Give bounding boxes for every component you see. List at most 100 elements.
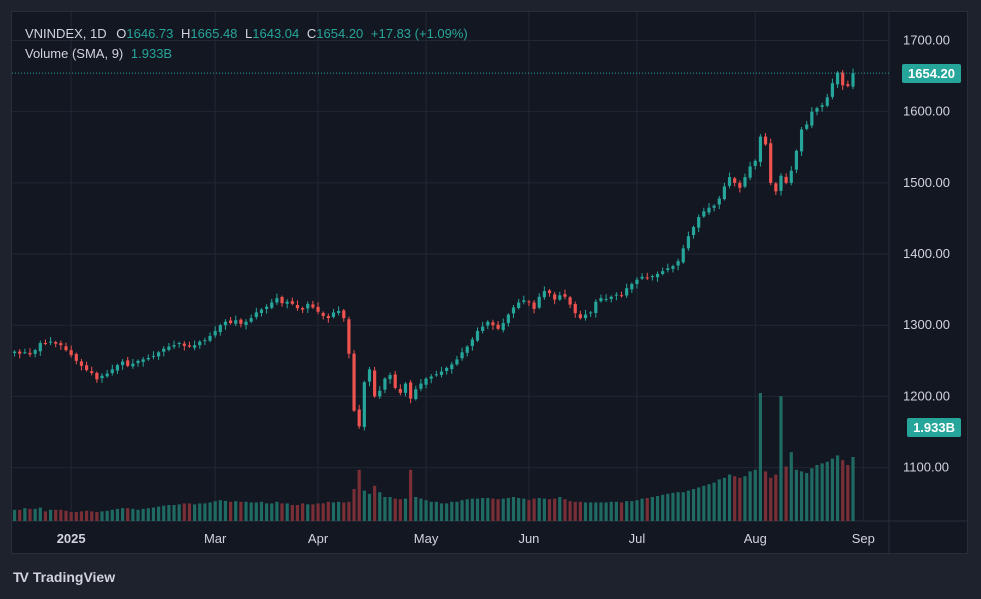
candle-body xyxy=(635,279,639,284)
candle-body xyxy=(393,374,397,388)
volume-bar xyxy=(455,501,459,521)
volume-bar xyxy=(594,502,598,521)
candle-body xyxy=(589,312,593,314)
volume-bar xyxy=(95,512,99,521)
candle-body xyxy=(568,297,572,305)
candle-body xyxy=(74,353,78,361)
volume-bar xyxy=(126,508,130,521)
low-label: L xyxy=(245,26,253,41)
candle-body xyxy=(383,378,387,390)
low-value: 1643.04 xyxy=(252,26,300,41)
candle-body xyxy=(779,175,783,191)
candle-body xyxy=(362,382,366,427)
volume-bar xyxy=(90,511,94,521)
volume-bar xyxy=(265,503,269,521)
volume-bar xyxy=(100,511,104,521)
candle-body xyxy=(661,271,665,274)
volume-bar xyxy=(409,469,413,521)
candle-body xyxy=(337,310,341,313)
volume-bar xyxy=(650,497,654,521)
volume-bar xyxy=(48,509,53,521)
candle-body xyxy=(470,339,474,347)
volume-bar xyxy=(815,465,819,521)
volume-bar xyxy=(465,499,469,521)
candle-body xyxy=(738,182,742,188)
volume-bar xyxy=(470,498,474,521)
volume-bar xyxy=(172,505,176,521)
candle-body xyxy=(578,314,582,319)
volume-bar xyxy=(841,460,845,521)
volume-bar xyxy=(825,461,829,521)
symbol-label[interactable]: VNINDEX, 1D xyxy=(25,26,107,41)
candle-body xyxy=(655,273,660,278)
volume-bar xyxy=(733,476,737,521)
candle-body xyxy=(270,302,274,308)
candle-body xyxy=(810,111,814,126)
candle-body xyxy=(645,277,649,279)
volume-bar xyxy=(357,469,361,521)
candle-body xyxy=(84,365,89,371)
volume-bar xyxy=(43,511,48,521)
candle-body xyxy=(805,124,809,129)
candle-body xyxy=(753,160,757,166)
candle-body xyxy=(259,309,264,313)
candle-body xyxy=(686,236,690,249)
candle-body xyxy=(815,108,819,112)
volume-bar xyxy=(691,489,696,521)
volume-bar xyxy=(311,504,315,521)
volume-bar xyxy=(681,492,685,521)
candle-body xyxy=(707,207,711,213)
volume-bar xyxy=(763,471,768,521)
volume-bar xyxy=(835,455,840,521)
candle-body xyxy=(733,178,737,183)
volume-bar xyxy=(527,500,531,521)
candle-body xyxy=(553,294,557,300)
volume-bar xyxy=(59,509,63,521)
volume-bar xyxy=(635,500,639,521)
time-tick-label: Mar xyxy=(204,531,227,546)
volume-bar xyxy=(501,498,505,521)
volume-bar xyxy=(208,502,212,521)
volume-bar xyxy=(347,501,351,521)
candle-body xyxy=(69,350,73,356)
candle-body xyxy=(321,312,325,316)
candle-body xyxy=(136,360,140,364)
candle-body xyxy=(43,343,48,345)
volume-bar xyxy=(794,469,799,521)
volume-bar xyxy=(120,508,125,521)
time-axis: 2025 Mar Apr May Jun Jul Aug Sep xyxy=(57,531,875,546)
volume-legend[interactable]: Volume (SMA, 9) 1.933B xyxy=(25,46,172,61)
candle-body xyxy=(599,298,603,302)
volume-bar xyxy=(805,473,809,521)
candle-body xyxy=(398,389,402,393)
volume-bar xyxy=(28,508,32,521)
price-tick-label: 1700.00 xyxy=(903,32,950,47)
volume-bar xyxy=(553,498,557,521)
candle-body xyxy=(306,303,310,309)
volume-bar xyxy=(234,501,238,521)
candle-body xyxy=(347,319,351,354)
volume-bar xyxy=(486,497,490,521)
candle-body xyxy=(331,312,336,317)
candle-body xyxy=(712,205,716,208)
volume-bar xyxy=(239,501,243,521)
price-axis: 1100.00 1200.00 1300.00 1400.00 1500.00 1600.… xyxy=(903,32,950,474)
change-value: +17.83 (+1.09%) xyxy=(370,26,468,41)
volume-bar xyxy=(450,501,454,521)
candle-body xyxy=(445,367,449,371)
ohlc-legend[interactable]: VNINDEX, 1D O1646.73 H1665.48 L1643.04 C… xyxy=(25,26,468,41)
volume-bar xyxy=(655,496,660,521)
volume-bar xyxy=(352,489,356,521)
volume-label[interactable]: Volume (SMA, 9) xyxy=(25,46,124,61)
volume-bar xyxy=(193,504,197,521)
volume-bar xyxy=(758,393,763,521)
volume-bar xyxy=(779,396,783,521)
volume-bar xyxy=(537,497,541,521)
chart-frame[interactable]: 1100.00 1200.00 1300.00 1400.00 1500.00 1600.… xyxy=(11,11,968,554)
chart-canvas[interactable]: 1100.00 1200.00 1300.00 1400.00 1500.00 1600.… xyxy=(12,12,967,553)
candle-body xyxy=(229,320,233,324)
candle-body xyxy=(110,369,114,374)
candle-body xyxy=(198,341,202,346)
volume-bar xyxy=(697,487,701,521)
tradingview-brand[interactable]: TV TradingView xyxy=(13,569,115,585)
